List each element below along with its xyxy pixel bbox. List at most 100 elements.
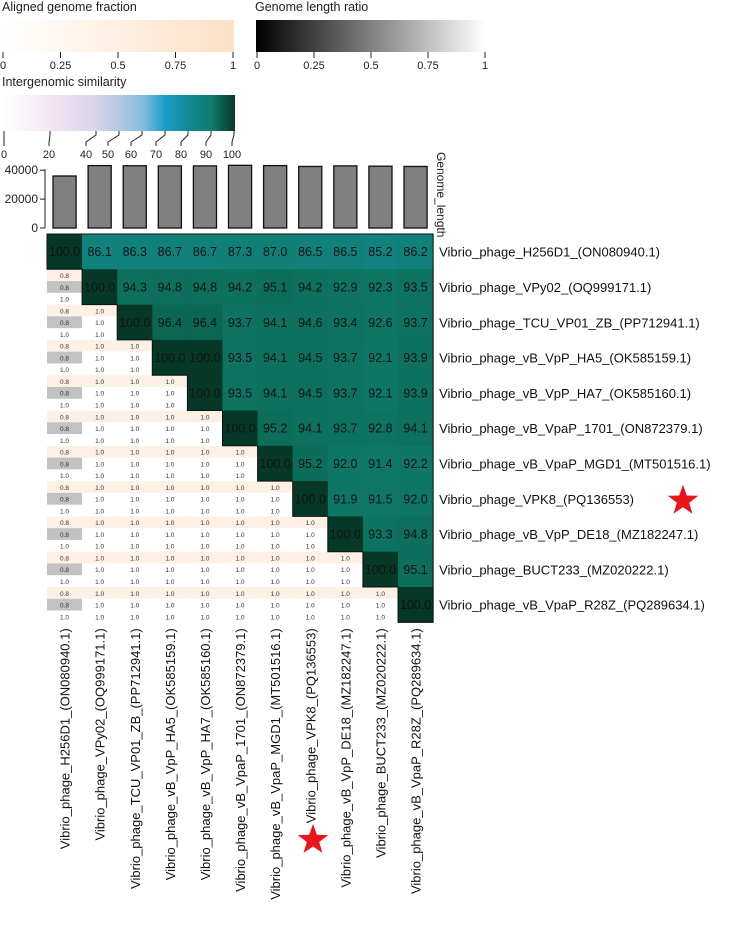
- length-ratio-cell: [82, 457, 118, 470]
- heatmap-cell: [82, 234, 118, 270]
- length-ratio-cell: [222, 492, 258, 505]
- heatmap-cell-value: 100.0: [189, 386, 220, 400]
- length-ratio-value: 1.0: [95, 567, 104, 574]
- aligned-fraction-value: 1.0: [60, 438, 69, 445]
- heatmap-cell-value: 92.2: [403, 457, 427, 471]
- legend-aligned-tick-label: 0.75: [165, 60, 186, 72]
- legend-aligned-title: Aligned genome fraction: [2, 0, 137, 14]
- heatmap-cell: [257, 304, 294, 341]
- legend-similarity-tick-mark: [180, 131, 189, 146]
- heatmap-cell-value: 100.0: [189, 351, 220, 365]
- column-label: Vibrio_phage_vB_VpaP_1701_(ON872379.1): [233, 628, 248, 892]
- aligned-fraction-value: 1.0: [271, 485, 280, 492]
- heatmap-cell: [398, 587, 434, 623]
- aligned-fraction-value: 1.0: [60, 473, 69, 480]
- row-label: Vibrio_phage_vB_VpP_DE18_(MZ182247.1): [439, 527, 698, 542]
- heatmap-cell-value: 100.0: [365, 563, 396, 577]
- aligned-fraction-value: 1.0: [165, 591, 174, 598]
- heatmap-cell-value: 94.8: [403, 528, 427, 542]
- heatmap-cell-value: 100.0: [84, 280, 115, 294]
- length-ratio-cell: [152, 457, 188, 470]
- aligned-fraction-cell: [152, 445, 188, 458]
- heatmap-cell-value: 100.0: [224, 422, 255, 436]
- length-ratio-value: 1.0: [95, 603, 104, 610]
- aligned-fraction-value: 1.0: [271, 591, 280, 598]
- heatmap-cell: [187, 304, 223, 341]
- legend-similarity-tick-label: 20: [43, 149, 55, 161]
- aligned-fraction-value: 1.0: [95, 579, 104, 586]
- row-label: Vibrio_phage_vB_VpaP_1701_(ON872379.1): [439, 421, 703, 436]
- length-ratio-value: 1.0: [271, 532, 280, 539]
- legend-length-title: Genome length ratio: [255, 0, 368, 14]
- heatmap-cell-value: 94.5: [298, 351, 322, 365]
- heatmap-cell: [398, 410, 434, 447]
- length-ratio-cell: [117, 422, 153, 435]
- aligned-fraction-cell: [117, 410, 153, 423]
- aligned-fraction-value: 1.0: [95, 450, 104, 457]
- length-ratio-cell: [82, 528, 118, 540]
- aligned-fraction-value: 1.0: [236, 520, 245, 527]
- row-label: Vibrio_phage_vB_VpaP_MGD1_(MT501516.1): [439, 456, 710, 471]
- aligned-fraction-value: 1.0: [200, 485, 209, 492]
- aligned-fraction-value: 1.0: [200, 555, 209, 562]
- length-ratio-value: 1.0: [95, 320, 104, 327]
- aligned-fraction-value: 1.0: [165, 438, 174, 445]
- length-ratio-value: 1.0: [165, 426, 174, 433]
- heatmap-cell: [362, 339, 399, 376]
- legend-similarity-tick-mark: [155, 131, 166, 146]
- aligned-fraction-value: 1.0: [95, 403, 104, 410]
- aligned-fraction-value: 1.0: [165, 544, 174, 551]
- length-ratio-value: 1.0: [130, 355, 139, 362]
- length-ratio-value: 1.0: [306, 603, 315, 610]
- legend-similarity-ticks: 0 20 40 50 60 70 80 90 100: [1, 131, 241, 161]
- length-ratio-value: 0.8: [60, 391, 69, 398]
- aligned-fraction-value: 1.0: [271, 544, 280, 551]
- heatmap-cell: [117, 234, 153, 270]
- heatmap-cell-value: 86.1: [87, 245, 111, 259]
- legend-length-tick-label: 0.75: [417, 60, 438, 72]
- aligned-fraction-value: 1.0: [165, 579, 174, 586]
- length-ratio-cell: [187, 563, 223, 576]
- heatmap-cell-value: 87.0: [263, 245, 287, 259]
- genome-length-bar: [192, 165, 218, 229]
- aligned-fraction-cell: [187, 516, 223, 529]
- aligned-fraction-value: 0.8: [60, 273, 69, 280]
- aligned-fraction-value: 1.0: [200, 544, 209, 551]
- aligned-fraction-value: 1.0: [165, 520, 174, 527]
- length-ratio-value: 1.0: [165, 603, 174, 610]
- length-ratio-value: 1.0: [341, 603, 350, 610]
- aligned-fraction-value: 1.0: [60, 332, 69, 339]
- heatmap-cell-value: 86.5: [298, 245, 322, 259]
- legend-length-colorbar: [256, 20, 485, 52]
- row-label: Vibrio_phage_VPK8_(PQ136553): [439, 492, 634, 507]
- genome-length-bar: [122, 165, 147, 229]
- length-ratio-cell: [117, 492, 153, 505]
- heatmap-cell: [82, 269, 118, 306]
- aligned-fraction-value: 1.0: [236, 579, 245, 586]
- heatmap-cell-value: 93.5: [228, 386, 252, 400]
- length-ratio-cell: [257, 492, 293, 505]
- genome-length-bar: [157, 165, 183, 229]
- length-ratio-value: 0.8: [60, 461, 69, 468]
- highlight-star-icon: [667, 484, 699, 514]
- heatmap-cell-value: 92.1: [368, 386, 392, 400]
- legend-similarity-tick-label: 70: [150, 149, 162, 161]
- aligned-fraction-value: 1.0: [200, 520, 209, 527]
- aligned-fraction-value: 1.0: [165, 450, 174, 457]
- heatmap-cell: [398, 339, 434, 376]
- column-label: Vibrio_phage_vB_VpaP_R28Z_(PQ289634.1): [409, 628, 424, 894]
- heatmap-cell: [362, 516, 399, 553]
- aligned-fraction-cell: [117, 339, 153, 352]
- length-ratio-cell: [117, 351, 153, 364]
- legend-aligned-tick-label: 0.5: [110, 60, 125, 72]
- legend-aligned-tick-label: 1: [230, 60, 236, 72]
- length-ratio-value: 1.0: [200, 532, 209, 539]
- length-ratio-value: 1.0: [236, 497, 245, 504]
- aligned-fraction-cell: [152, 481, 188, 493]
- aligned-fraction-value: 1.0: [60, 544, 69, 551]
- length-ratio-value: 1.0: [200, 461, 209, 468]
- length-ratio-cell: [292, 528, 328, 540]
- length-ratio-cell: [327, 598, 363, 611]
- genome-length-bar: [52, 175, 77, 229]
- row-label: Vibrio_phage_BUCT233_(MZ020222.1): [439, 562, 669, 577]
